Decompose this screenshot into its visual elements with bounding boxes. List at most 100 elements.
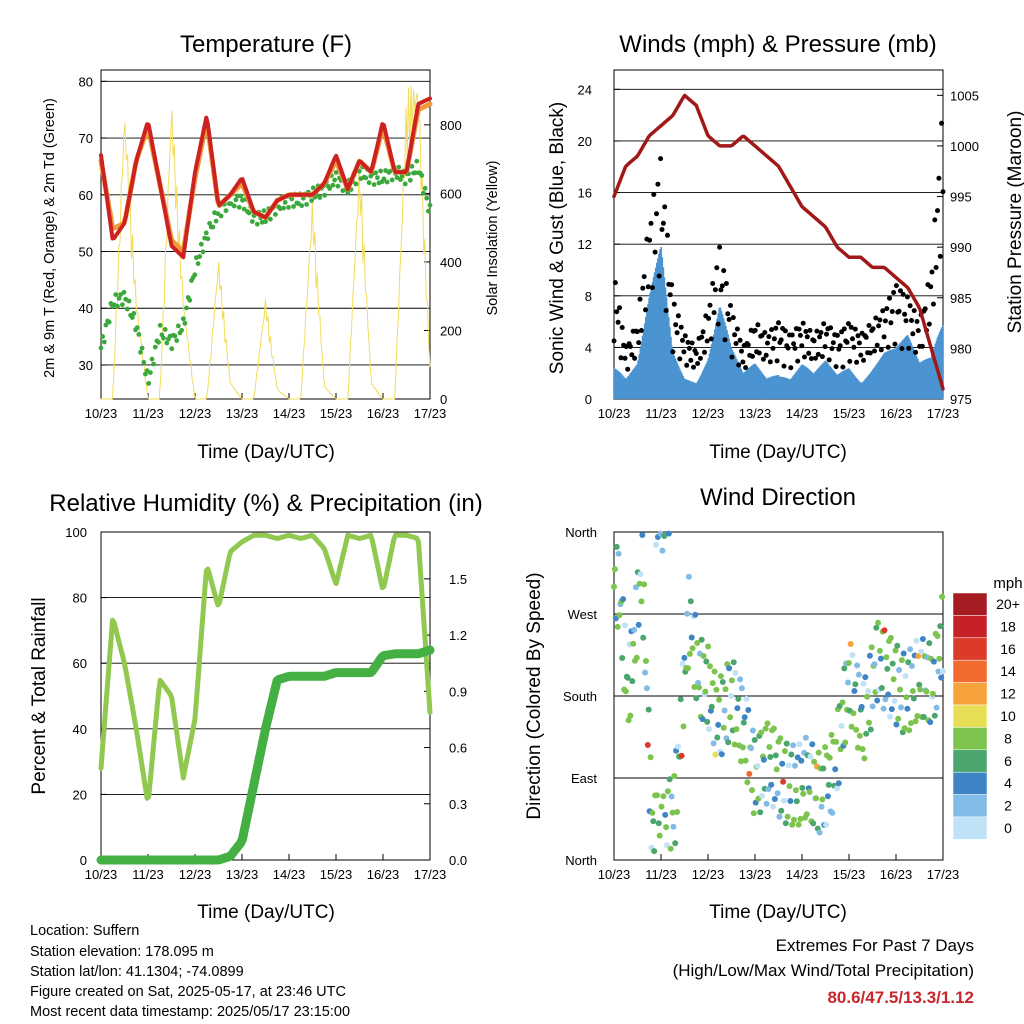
gust-point — [930, 301, 936, 307]
dewpoint-point — [172, 333, 178, 339]
gust-point — [702, 349, 707, 355]
gust-point — [682, 333, 688, 339]
winds-ytick-label: 16 — [578, 186, 592, 201]
dewpoint-point — [396, 164, 402, 170]
humidity-xtick-label: 12/23 — [179, 867, 212, 882]
direction-point — [704, 718, 711, 725]
gust-point — [619, 325, 625, 330]
direction-point — [868, 644, 875, 651]
direction-point — [651, 848, 658, 855]
direction-point — [665, 530, 672, 537]
direction-point — [900, 650, 907, 657]
winds-xtick-label: 15/23 — [833, 406, 866, 421]
direction-point — [680, 723, 687, 730]
gust-point — [763, 352, 769, 358]
direction-point — [668, 793, 675, 800]
gust-point — [940, 189, 946, 195]
direction-point — [901, 725, 908, 732]
dewpoint-point — [409, 163, 415, 169]
temperature-y2tick-label: 400 — [440, 255, 462, 270]
direction-point — [738, 685, 745, 692]
direction-xtick-label: 13/23 — [739, 867, 772, 882]
direction-point — [813, 795, 819, 802]
dewpoint-point — [100, 334, 105, 339]
direction-xtick-label: 11/23 — [645, 867, 677, 882]
direction-point — [780, 778, 787, 785]
legend-swatch — [952, 704, 988, 728]
direction-point — [820, 765, 827, 772]
direction-point — [749, 787, 755, 794]
gust-point — [882, 318, 888, 324]
dewpoint-point — [101, 339, 107, 345]
dewpoint-point — [124, 306, 130, 312]
dewpoint-point — [384, 179, 390, 185]
direction-point — [679, 660, 686, 667]
direction-point — [641, 581, 648, 588]
direction-point — [825, 781, 832, 788]
direction-point — [671, 773, 678, 779]
legend-swatch — [952, 749, 988, 773]
direction-point — [877, 655, 884, 662]
dewpoint-point — [164, 340, 170, 346]
direction-point — [792, 787, 799, 794]
gust-point — [858, 352, 864, 358]
direction-point — [905, 659, 912, 666]
winds-xtick-label: 14/23 — [786, 406, 819, 421]
dewpoint-point — [210, 224, 216, 230]
gust-point — [632, 355, 638, 361]
dewpoint-point — [332, 177, 337, 183]
gust-point — [695, 361, 701, 366]
gust-point — [902, 311, 908, 317]
direction-point — [664, 788, 671, 795]
direction-point — [930, 658, 937, 665]
gust-point — [640, 285, 646, 291]
gust-point — [795, 358, 801, 364]
gust-point — [717, 244, 723, 250]
legend-swatch — [952, 637, 988, 661]
gust-point — [691, 364, 696, 370]
dewpoint-point — [180, 316, 186, 322]
direction-point — [882, 696, 889, 703]
direction-point — [884, 665, 891, 672]
direction-point — [885, 691, 892, 698]
gust-point — [818, 330, 824, 335]
dewpoint-point — [162, 327, 168, 332]
direction-point — [939, 593, 946, 600]
gust-point — [817, 334, 823, 340]
dewpoint-point — [182, 320, 188, 326]
direction-point — [848, 723, 855, 730]
direction-point — [694, 640, 701, 646]
gust-point — [651, 192, 657, 197]
direction-point — [686, 650, 693, 657]
direction-point — [861, 755, 868, 762]
humidity-xtick-label: 10/23 — [85, 867, 118, 882]
dewpoint-point — [414, 158, 420, 164]
gust-point — [803, 329, 809, 334]
direction-point — [851, 688, 858, 694]
gust-point — [707, 302, 713, 308]
direction-point — [875, 619, 882, 626]
legend-title: mph — [993, 575, 1022, 592]
direction-point — [860, 680, 867, 687]
direction-point — [728, 693, 734, 699]
direction-point — [855, 744, 861, 751]
direction-point — [695, 679, 702, 686]
gust-point — [929, 269, 935, 275]
dewpoint-point — [175, 323, 181, 329]
direction-point — [722, 686, 729, 693]
gust-point — [665, 232, 670, 238]
direction-point — [806, 789, 813, 795]
direction-point — [907, 646, 914, 653]
direction-point — [919, 636, 926, 642]
dewpoint-point — [138, 349, 143, 355]
direction-point — [692, 611, 699, 618]
gust-point — [874, 342, 880, 348]
direction-point — [622, 688, 629, 695]
dewpoint-point — [152, 344, 158, 350]
direction-point — [703, 658, 710, 665]
direction-point — [815, 749, 822, 756]
direction-point — [771, 796, 778, 802]
gust-point — [792, 345, 798, 351]
temperature-ytick-label: 40 — [79, 301, 93, 316]
dewpoint-point — [424, 195, 430, 201]
